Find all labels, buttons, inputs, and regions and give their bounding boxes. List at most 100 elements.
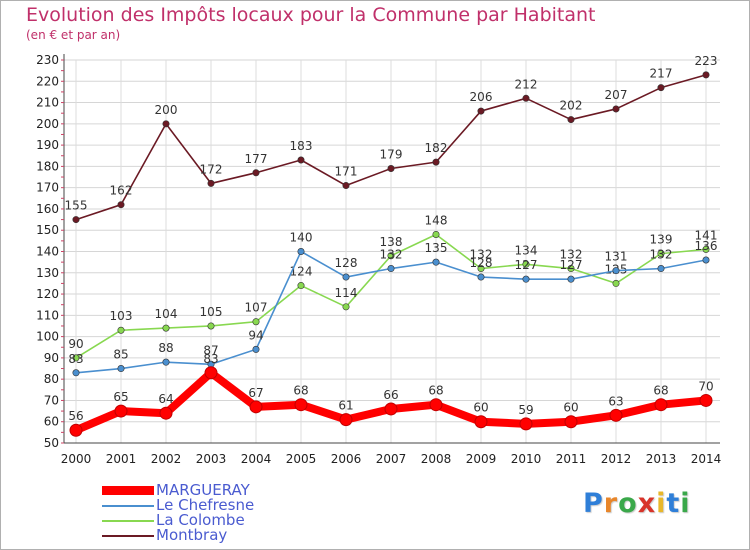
data-label: 83 bbox=[203, 352, 218, 366]
data-label: 132 bbox=[380, 248, 403, 262]
data-label: 138 bbox=[380, 235, 403, 249]
data-point bbox=[162, 120, 170, 128]
data-label: 132 bbox=[470, 248, 493, 262]
data-point bbox=[477, 265, 485, 273]
data-label: 140 bbox=[290, 231, 313, 245]
y-tick-label: 50 bbox=[44, 436, 59, 450]
data-point bbox=[474, 415, 488, 429]
x-tick-label: 2014 bbox=[691, 452, 722, 466]
data-point bbox=[477, 107, 485, 115]
x-tick-label: 2007 bbox=[376, 452, 407, 466]
legend-swatch-margueray bbox=[102, 486, 154, 495]
data-point bbox=[249, 400, 263, 414]
data-label: 202 bbox=[560, 99, 583, 113]
data-label: 87 bbox=[203, 343, 218, 357]
data-point bbox=[252, 345, 260, 353]
data-point bbox=[297, 248, 305, 256]
data-label: 212 bbox=[515, 77, 538, 91]
data-label: 68 bbox=[293, 384, 308, 398]
data-label: 105 bbox=[200, 305, 223, 319]
data-point bbox=[384, 402, 398, 416]
data-point bbox=[162, 324, 170, 332]
data-label: 66 bbox=[383, 388, 398, 402]
legend-swatch-le-chefresne bbox=[102, 505, 154, 507]
data-point bbox=[387, 165, 395, 173]
data-point bbox=[72, 216, 80, 224]
data-label: 183 bbox=[290, 139, 313, 153]
proxiti-logo: Proxiti bbox=[583, 488, 691, 519]
y-tick-label: 130 bbox=[36, 266, 59, 280]
y-tick-label: 160 bbox=[36, 202, 59, 216]
logo-letter: r bbox=[603, 488, 619, 519]
data-label: 88 bbox=[158, 341, 173, 355]
data-label: 182 bbox=[425, 141, 448, 155]
y-tick-label: 120 bbox=[36, 287, 59, 301]
data-label: 127 bbox=[515, 258, 538, 272]
data-label: 60 bbox=[563, 401, 578, 415]
data-point bbox=[159, 406, 173, 420]
data-point bbox=[432, 258, 440, 266]
data-point bbox=[252, 318, 260, 326]
data-label: 61 bbox=[338, 399, 353, 413]
y-tick-label: 170 bbox=[36, 181, 59, 195]
data-label: 148 bbox=[425, 213, 448, 227]
data-label: 206 bbox=[470, 90, 493, 104]
data-label: 68 bbox=[428, 384, 443, 398]
data-point bbox=[117, 326, 125, 334]
data-point bbox=[339, 413, 353, 427]
data-point bbox=[117, 365, 125, 373]
data-point bbox=[522, 260, 530, 268]
data-label: 104 bbox=[155, 307, 178, 321]
y-tick-label: 80 bbox=[44, 372, 59, 386]
data-point bbox=[162, 358, 170, 366]
data-point bbox=[657, 250, 665, 258]
y-tick-label: 110 bbox=[36, 308, 59, 322]
data-point bbox=[207, 322, 215, 330]
x-tick-label: 2002 bbox=[151, 452, 182, 466]
data-point bbox=[207, 179, 215, 187]
data-label: 136 bbox=[695, 239, 718, 253]
data-point bbox=[69, 423, 83, 437]
data-label: 131 bbox=[605, 250, 628, 264]
data-label: 68 bbox=[653, 384, 668, 398]
data-label: 223 bbox=[695, 54, 718, 68]
data-point bbox=[342, 303, 350, 311]
data-point bbox=[432, 230, 440, 238]
data-label: 155 bbox=[65, 199, 88, 213]
y-tick-label: 140 bbox=[36, 245, 59, 259]
logo-letter: P bbox=[583, 488, 604, 519]
y-tick-label: 190 bbox=[36, 138, 59, 152]
data-label: 207 bbox=[605, 88, 628, 102]
data-label: 132 bbox=[650, 248, 673, 262]
logo-letter: i bbox=[656, 488, 667, 519]
y-tick-label: 100 bbox=[36, 330, 59, 344]
data-label: 83 bbox=[68, 352, 83, 366]
data-label: 127 bbox=[560, 258, 583, 272]
data-label: 70 bbox=[698, 379, 713, 393]
data-label: 172 bbox=[200, 162, 223, 176]
x-tick-label: 2001 bbox=[106, 452, 137, 466]
logo-letter: x bbox=[637, 488, 657, 519]
y-tick-label: 90 bbox=[44, 351, 59, 365]
data-point bbox=[387, 252, 395, 260]
data-point bbox=[522, 94, 530, 102]
legend-swatch-la-colombe bbox=[102, 520, 154, 522]
data-point bbox=[567, 116, 575, 124]
data-point bbox=[522, 275, 530, 283]
data-label: 139 bbox=[650, 233, 673, 247]
data-point bbox=[567, 265, 575, 273]
y-tick-label: 210 bbox=[36, 96, 59, 110]
data-label: 134 bbox=[515, 243, 538, 257]
data-point bbox=[342, 273, 350, 281]
chart-title: Evolution des Impôts locaux pour la Comm… bbox=[26, 4, 596, 26]
data-label: 60 bbox=[473, 401, 488, 415]
legend-label-margueray: MARGUERAY bbox=[156, 481, 250, 499]
x-tick-label: 2012 bbox=[601, 452, 632, 466]
data-label: 114 bbox=[335, 286, 358, 300]
logo-letter: t bbox=[666, 488, 681, 519]
data-point bbox=[114, 404, 128, 418]
data-label: 128 bbox=[335, 256, 358, 270]
data-point bbox=[612, 267, 620, 275]
data-point bbox=[609, 408, 623, 422]
data-point bbox=[477, 273, 485, 281]
